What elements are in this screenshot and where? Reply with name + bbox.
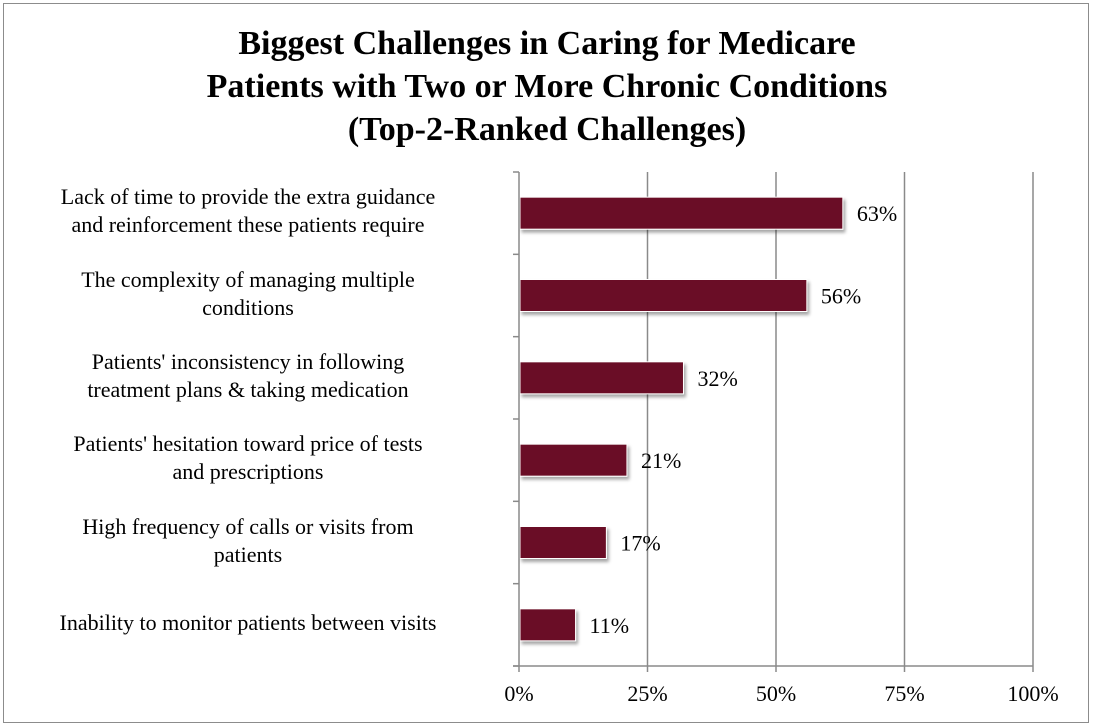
data-label-3: 21% [641,448,681,473]
category-label-3-line-0: Patients' hesitation toward price of tes… [73,431,423,457]
category-label-1: The complexity of managing multiple condi… [0,266,498,322]
bar-2 [519,361,684,395]
category-label-4-line-0: High frequency of calls or visits from [82,513,414,539]
category-label-3: Patients' hesitation toward price of tes… [0,430,498,486]
data-label-5: 11% [590,613,630,638]
category-label-0-line-0: Lack of time to provide the extra guidan… [60,184,436,210]
x-tick-label-100: 100% [1007,681,1058,706]
x-tick-label-0: 0% [504,681,533,706]
bar-0 [519,196,844,230]
category-label-1-line-0: The complexity of managing multiple [81,266,415,292]
chart-title-line-1: Biggest Challenges in Caring for Medicar… [238,25,856,62]
bar-5 [519,608,577,642]
data-label-2: 32% [697,366,737,391]
x-tick-label-25: 25% [627,681,667,706]
category-label-0-line-1: and reinforcement these patients require [71,212,425,238]
chart-title-line-2: Patients with Two or More Chronic Condit… [206,68,888,105]
category-label-0: Lack of time to provide the extra guidan… [0,183,498,239]
category-label-2-line-1: treatment plans & taking medication [87,376,409,402]
data-label-0: 63% [857,201,897,226]
chart-title-line-3: (Top-2-Ranked Challenges) [347,111,747,148]
category-label-2: Patients' inconsistency in following trea… [0,348,498,404]
bar-4 [519,526,607,559]
bar-1 [519,279,808,312]
category-label-3-line-1: and prescriptions [172,459,324,485]
chart-frame [3,3,1089,723]
data-label-1: 56% [821,284,861,309]
category-label-1-line-1: conditions [202,294,294,320]
bar-3 [519,443,628,477]
category-label-2-line-0: Patients' inconsistency in following [91,348,405,374]
data-label-4: 17% [620,531,660,556]
category-label-4-line-1: patients [213,541,283,567]
category-label-4: High frequency of calls or visits from pa… [0,513,498,569]
category-label-5-line-0: Inability to monitor patients between vi… [59,609,437,635]
x-tick-label-50: 50% [756,681,796,706]
x-tick-label-75: 75% [884,681,924,706]
category-label-5: Inability to monitor patients between vi… [0,609,498,637]
chart-title: Biggest Challenges in Caring for Medicar… [0,22,1094,151]
